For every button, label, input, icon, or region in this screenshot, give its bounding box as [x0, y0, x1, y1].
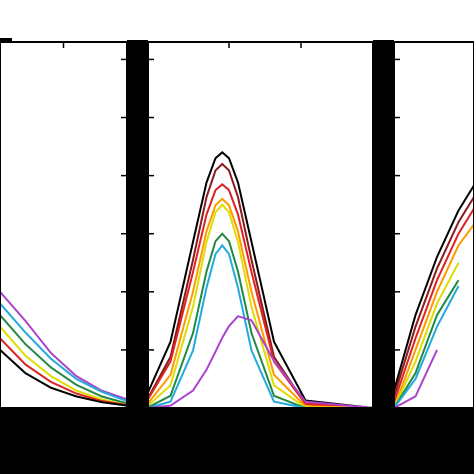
series-line — [394, 285, 460, 408]
series-line — [148, 243, 373, 408]
series-line — [0, 337, 127, 407]
series-line — [148, 162, 373, 408]
series-line — [394, 183, 474, 391]
panel-frame — [393, 41, 474, 409]
panel-gap — [373, 40, 394, 474]
series-line — [394, 262, 460, 408]
series-line — [0, 291, 127, 401]
series-line — [394, 195, 474, 397]
series-line — [148, 151, 373, 408]
series-line — [148, 232, 373, 408]
series-line — [148, 315, 373, 408]
series-line — [0, 302, 127, 402]
panel-frame — [0, 41, 128, 409]
panel-gap — [127, 40, 148, 474]
series-line — [0, 314, 127, 405]
frame — [0, 38, 12, 42]
series-line — [394, 279, 460, 408]
panel-frame — [147, 41, 374, 409]
series-line — [148, 197, 373, 408]
series-line — [0, 349, 127, 407]
series-line — [394, 206, 474, 403]
series-line — [394, 349, 438, 408]
series-line — [148, 203, 373, 408]
bottom-band — [0, 408, 474, 474]
series-line — [0, 326, 127, 407]
series-line — [394, 222, 474, 408]
